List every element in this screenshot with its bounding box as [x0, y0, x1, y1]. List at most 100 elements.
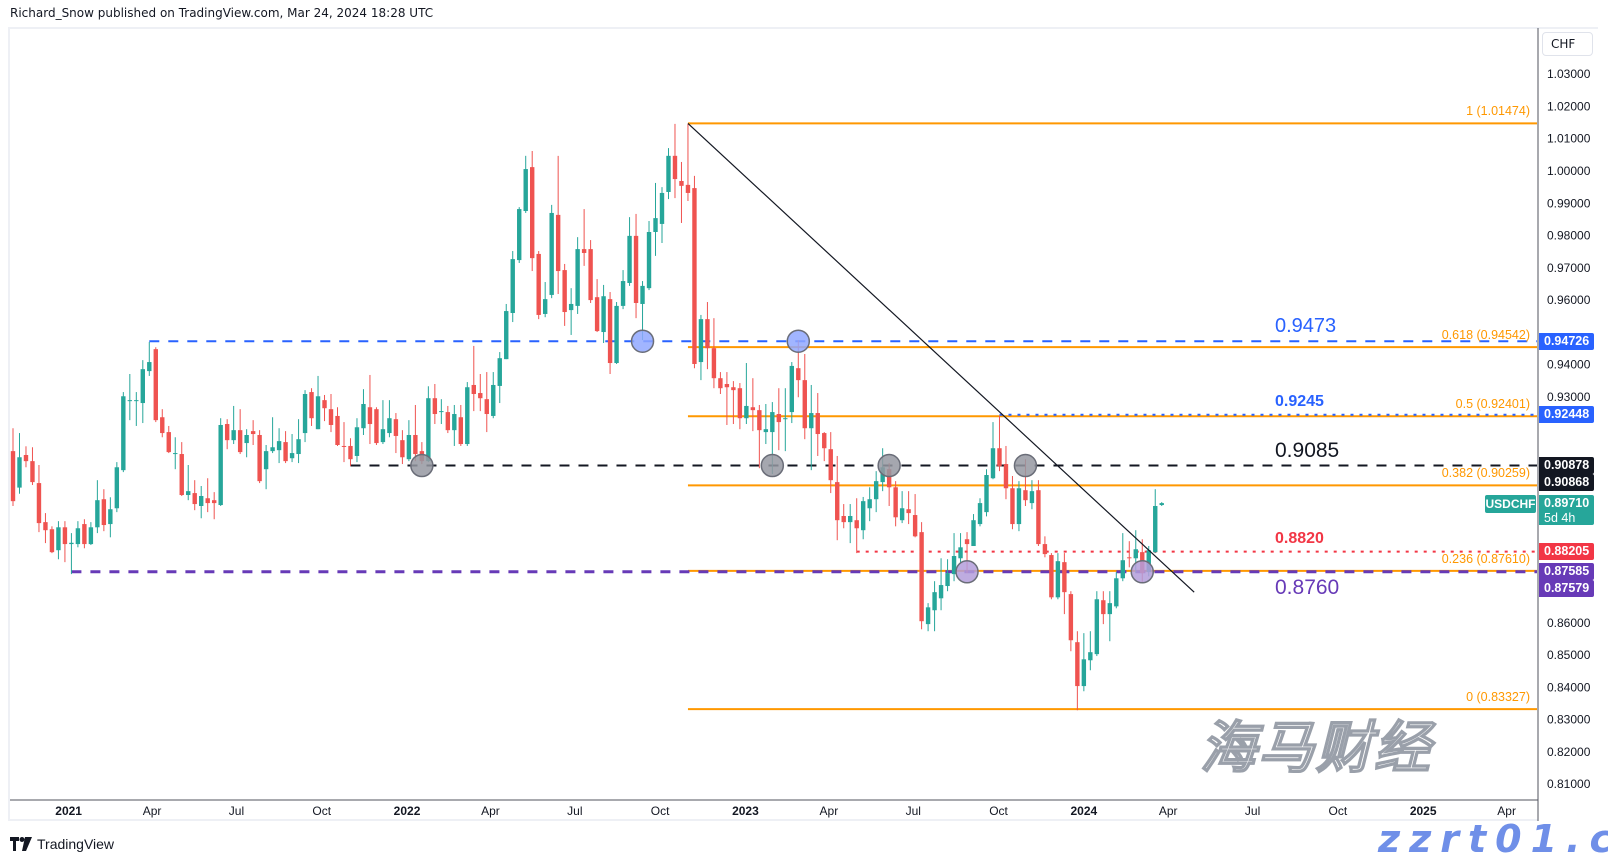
candle-down[interactable] [1127, 557, 1132, 559]
candle-up[interactable] [88, 527, 94, 545]
candle-down[interactable] [1068, 594, 1074, 641]
candle-down[interactable] [919, 532, 924, 622]
candle-up[interactable] [1107, 603, 1113, 615]
candle-up[interactable] [510, 259, 515, 314]
candle-down[interactable] [1062, 562, 1067, 593]
candle-up[interactable] [173, 453, 178, 455]
candle-down[interactable] [796, 368, 801, 381]
candle-up[interactable] [1133, 549, 1138, 559]
candle-up[interactable] [134, 400, 139, 402]
candle-down[interactable] [1023, 490, 1028, 501]
candle-up[interactable] [380, 429, 386, 443]
candle-up[interactable] [1088, 652, 1093, 661]
candle-up[interactable] [95, 500, 100, 528]
candle-up[interactable] [614, 305, 619, 364]
candle-down[interactable] [322, 400, 327, 409]
candle-down[interactable] [283, 442, 288, 462]
candle-up[interactable] [666, 155, 671, 192]
candle-up[interactable] [971, 520, 976, 547]
candle-down[interactable] [912, 515, 918, 537]
candle-down[interactable] [478, 393, 483, 399]
candle-up[interactable] [860, 501, 866, 531]
candle-down[interactable] [309, 392, 314, 419]
candle-down[interactable] [82, 524, 87, 545]
candle-down[interactable] [101, 499, 107, 526]
candle-down[interactable] [731, 387, 736, 391]
candle-up[interactable] [873, 481, 879, 500]
candle-down[interactable] [160, 417, 165, 434]
candle-up[interactable] [289, 453, 295, 459]
candle-down[interactable] [594, 297, 600, 332]
candle-up[interactable] [575, 249, 580, 306]
currency-button[interactable]: CHF [1542, 32, 1593, 56]
candle-down[interactable] [250, 431, 256, 435]
candle-up[interactable] [990, 448, 996, 479]
candle-up[interactable] [789, 365, 794, 413]
candle-up[interactable] [56, 527, 61, 551]
candle-up[interactable] [517, 209, 522, 261]
candle-down[interactable] [1049, 555, 1054, 598]
candle-up[interactable] [1016, 488, 1022, 525]
candle-up[interactable] [646, 231, 652, 289]
candle-down[interactable] [43, 522, 48, 531]
candle-down[interactable] [815, 413, 820, 435]
candle-down[interactable] [211, 500, 217, 504]
candle-up[interactable] [1159, 503, 1164, 506]
candle-down[interactable] [562, 270, 567, 313]
candle-down[interactable] [49, 529, 55, 553]
candle-down[interactable] [328, 409, 334, 425]
candle-up[interactable] [302, 394, 308, 434]
candle-down[interactable] [718, 378, 723, 389]
candle-up[interactable] [452, 414, 457, 431]
candle-down[interactable] [205, 498, 210, 504]
candle-down[interactable] [153, 349, 158, 421]
candle-up[interactable] [763, 429, 769, 433]
touch-point-marker[interactable] [877, 453, 901, 478]
candle-up[interactable] [147, 362, 152, 372]
candle-down[interactable] [750, 407, 756, 411]
candle-down[interactable] [724, 384, 730, 388]
candle-up[interactable] [354, 427, 360, 456]
candle-up[interactable] [659, 192, 665, 224]
candle-up[interactable] [114, 467, 120, 509]
candle-down[interactable] [705, 319, 710, 349]
candle-up[interactable] [620, 281, 626, 306]
candle-down[interactable] [237, 430, 243, 453]
candle-up[interactable] [270, 447, 275, 452]
candle-up[interactable] [951, 556, 957, 575]
candle-up[interactable] [640, 285, 645, 304]
candle-up[interactable] [426, 398, 431, 462]
touch-point-marker[interactable] [410, 453, 434, 478]
candle-up[interactable] [497, 358, 502, 386]
candle-down[interactable] [445, 412, 451, 431]
candle-down[interactable] [1036, 490, 1041, 545]
candle-down[interactable] [757, 410, 762, 431]
candle-down[interactable] [692, 188, 697, 364]
candle-down[interactable] [530, 167, 535, 259]
candle-down[interactable] [179, 454, 184, 496]
touch-point-marker[interactable] [1013, 453, 1038, 478]
price-axis-pane[interactable] [1538, 29, 1598, 822]
candle-up[interactable] [1153, 505, 1158, 553]
candle-up[interactable] [568, 303, 574, 311]
candle-down[interactable] [367, 407, 373, 425]
candle-down[interactable] [30, 461, 35, 483]
candle-down[interactable] [964, 539, 970, 545]
candle-up[interactable] [127, 400, 133, 402]
candle-up[interactable] [69, 542, 74, 545]
candle-down[interactable] [672, 155, 678, 180]
candle-up[interactable] [932, 592, 937, 611]
candle-up[interactable] [867, 499, 872, 509]
candle-down[interactable] [841, 515, 846, 523]
candle-up[interactable] [977, 503, 983, 525]
candle-down[interactable] [341, 445, 347, 447]
candle-down[interactable] [484, 399, 489, 415]
candle-up[interactable] [549, 212, 554, 295]
candle-down[interactable] [393, 419, 399, 436]
candle-up[interactable] [1146, 550, 1151, 573]
candle-down[interactable] [374, 409, 379, 444]
candle-down[interactable] [36, 483, 42, 524]
candle-down[interactable] [607, 299, 613, 364]
candle-down[interactable] [536, 253, 541, 315]
